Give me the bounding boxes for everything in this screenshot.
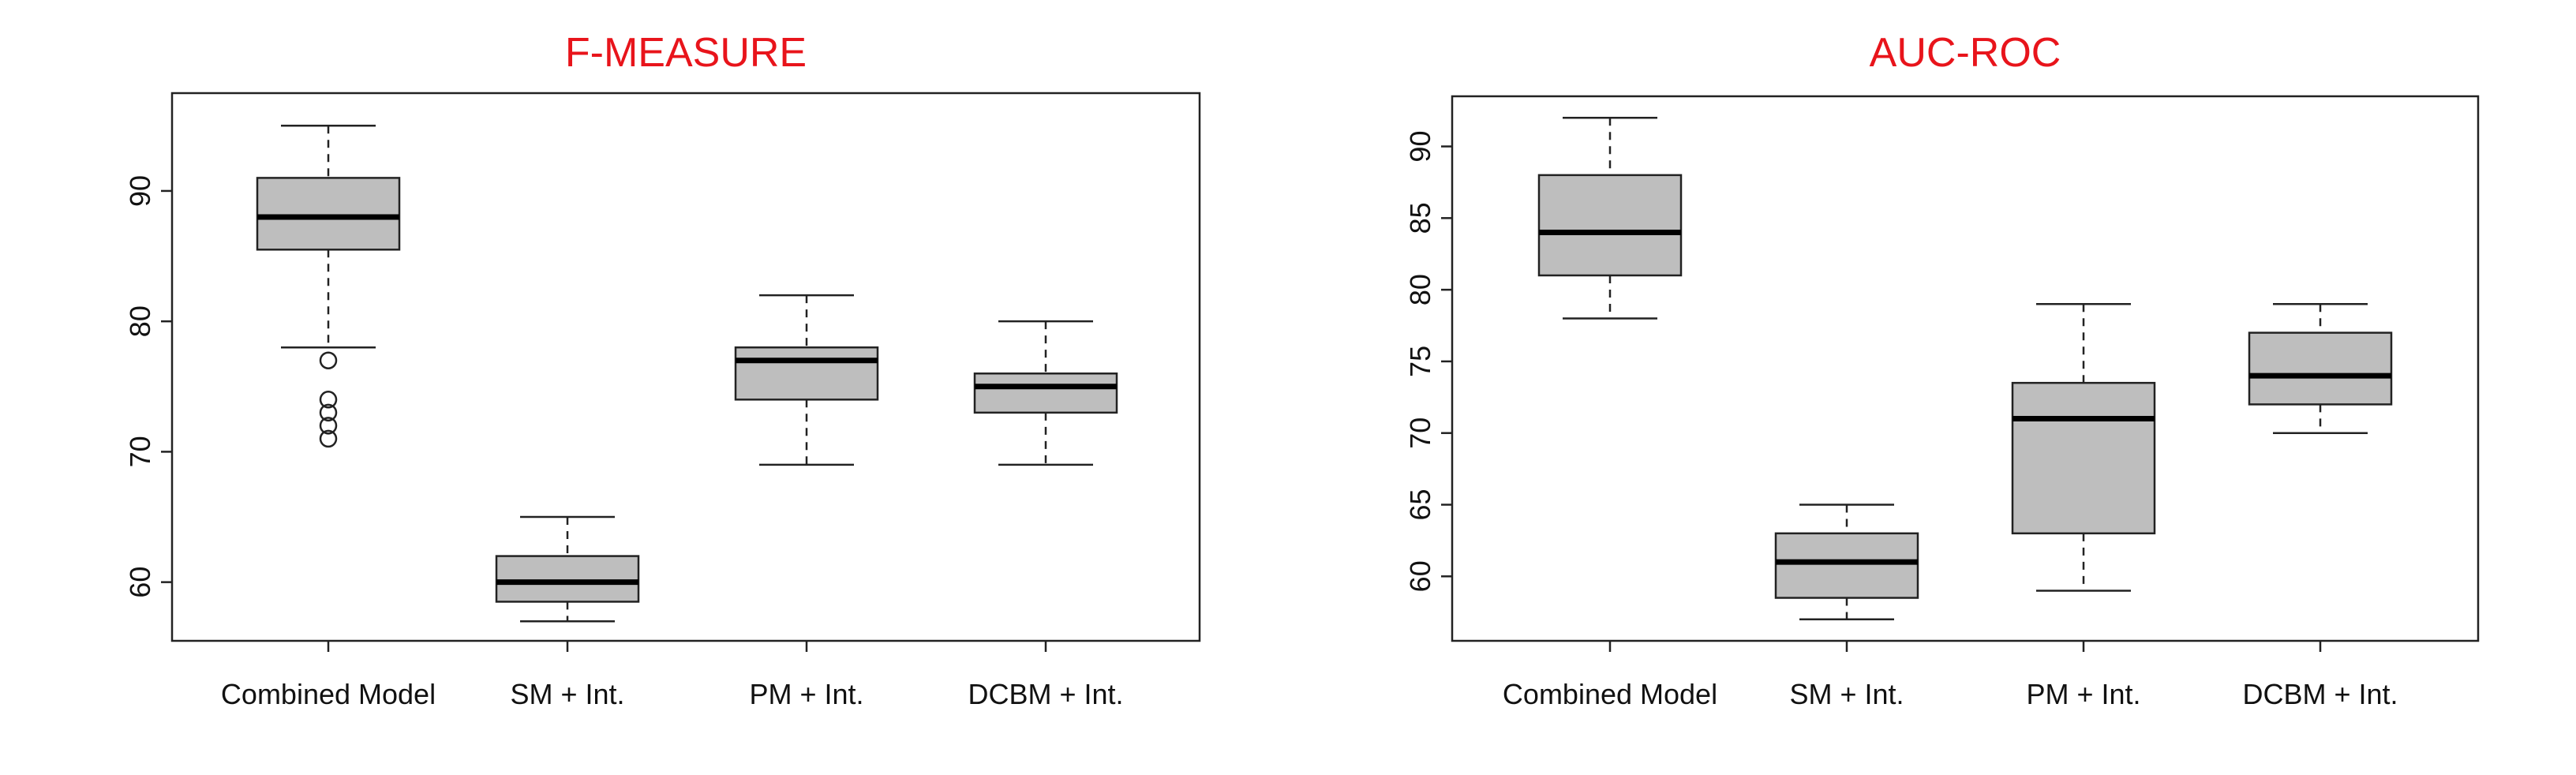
category-label: SM + Int. — [510, 678, 624, 710]
y-tick-label: 85 — [1404, 202, 1436, 234]
box-3 — [2011, 303, 2156, 592]
iqr-box — [2011, 381, 2156, 535]
box-3 — [734, 294, 879, 466]
plot-frame — [170, 92, 1201, 642]
y-tick-label: 75 — [1404, 346, 1436, 377]
iqr-box — [256, 177, 401, 251]
y-tick-label: 80 — [124, 305, 156, 337]
box-2 — [1774, 504, 1919, 621]
f-measure-panel: F-MEASURE 60 70 80 90 Combined Model SM + Int… — [124, 30, 1201, 710]
y-tick-label: 70 — [1404, 417, 1436, 449]
category-label: SM + Int. — [1789, 678, 1904, 710]
iqr-box — [1774, 532, 1919, 599]
auc-roc-panel: AUC-ROC 60 65 70 75 80 85 90 Combined Model SM +… — [1404, 30, 2480, 710]
outlier-point — [319, 391, 338, 409]
y-tick-label: 90 — [124, 175, 156, 207]
outlier-point — [319, 417, 338, 435]
y-tick-label: 70 — [124, 436, 156, 467]
category-label: Combined Model — [221, 678, 436, 710]
iqr-box — [495, 555, 640, 603]
chart-title: F-MEASURE — [565, 30, 807, 76]
y-tick-label: 65 — [1404, 489, 1436, 520]
iqr-box — [973, 373, 1118, 414]
box-1 — [1537, 116, 1683, 320]
outlier-point — [319, 351, 338, 369]
y-tick-label: 90 — [1404, 131, 1436, 163]
iqr-box — [2248, 331, 2393, 406]
y-tick-label: 80 — [1404, 274, 1436, 305]
category-label: PM + Int. — [749, 678, 863, 710]
y-tick-label: 60 — [124, 567, 156, 598]
category-label: DCBM + Int. — [2242, 678, 2398, 710]
category-label: PM + Int. — [2026, 678, 2140, 710]
outlier-point — [319, 429, 338, 448]
chart-title: AUC-ROC — [1870, 30, 2061, 76]
category-label: Combined Model — [1503, 678, 1717, 710]
box-4 — [973, 320, 1118, 466]
iqr-box — [1537, 174, 1683, 277]
box-4 — [2248, 303, 2393, 434]
y-tick-label: 60 — [1404, 560, 1436, 592]
iqr-box — [734, 346, 879, 401]
box-1 — [256, 125, 401, 448]
outlier-point — [319, 403, 338, 422]
box-2 — [495, 515, 640, 623]
category-label: DCBM + Int. — [968, 678, 1123, 710]
plot-frame — [1451, 95, 2480, 642]
